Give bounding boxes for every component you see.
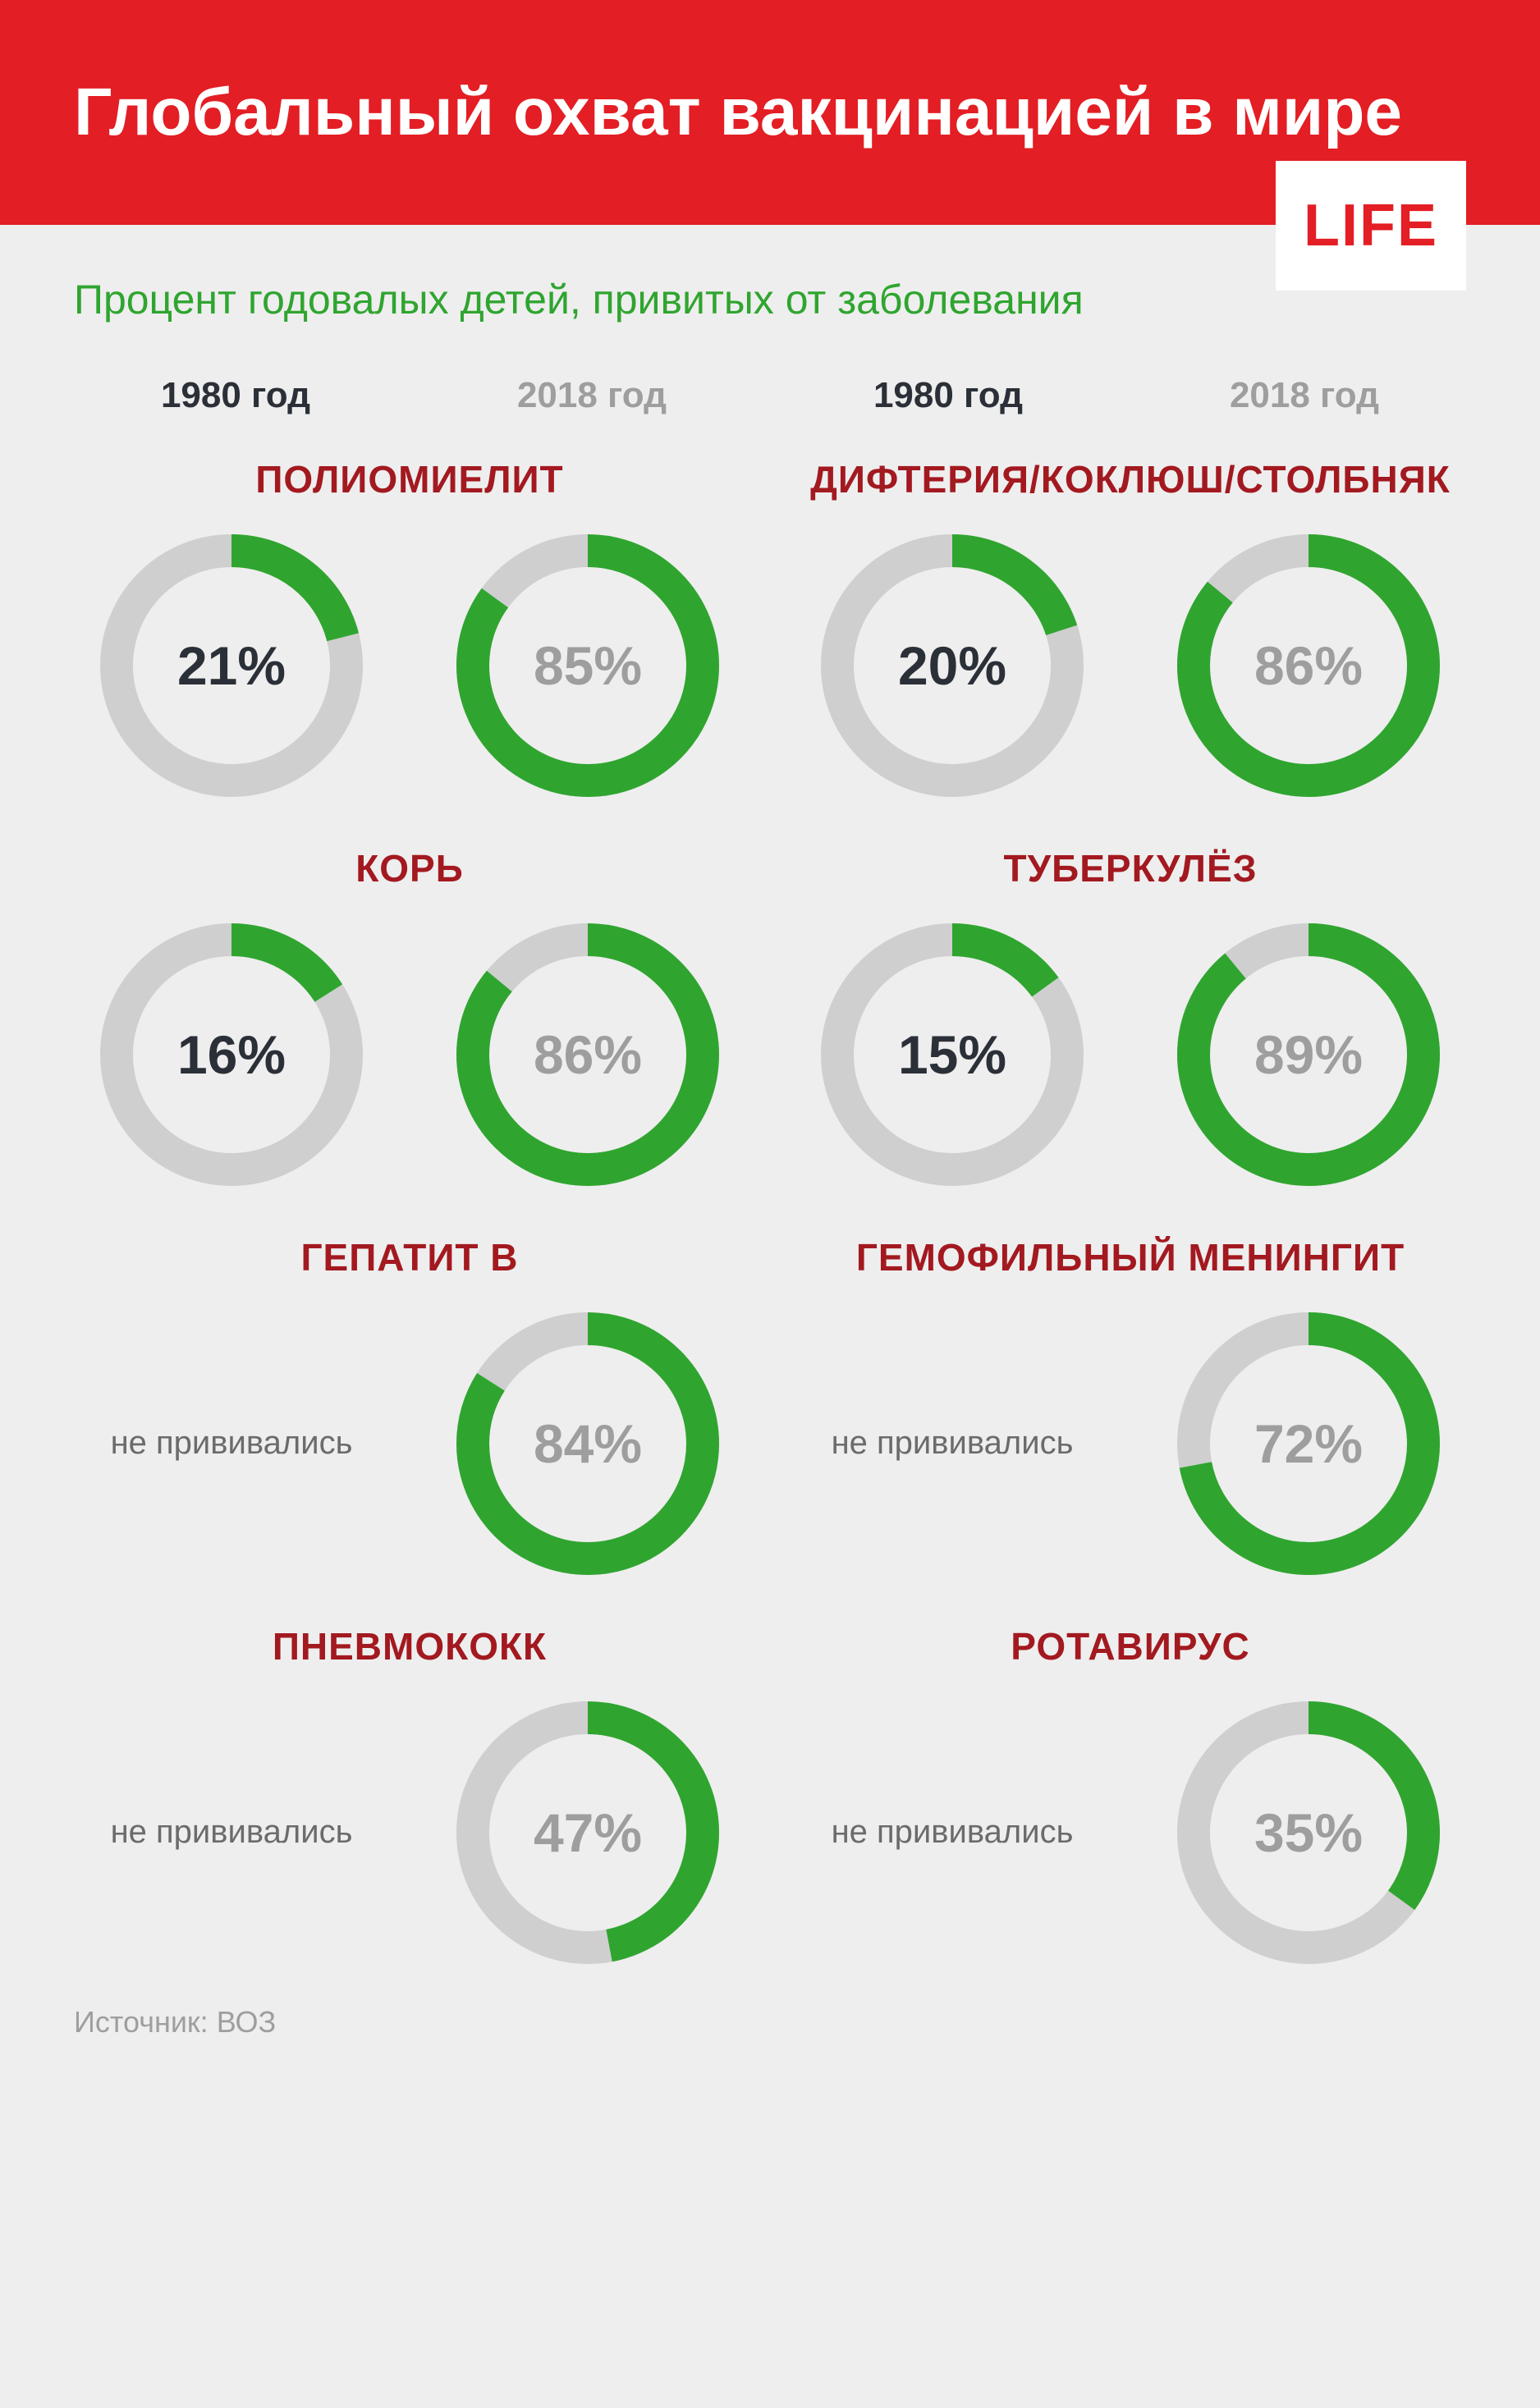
disease-name: ПОЛИОМИЕЛИТ	[255, 457, 563, 501]
donut-chart: 89%	[1177, 923, 1440, 1186]
donut-pair: не прививались 72%	[795, 1312, 1466, 1575]
disease-block: ПНЕВМОКОКК не прививались 47%	[74, 1624, 745, 1964]
donut-cell-1980: 21%	[74, 534, 389, 797]
no-vaccination-cell: не прививались	[795, 1701, 1110, 1964]
page-title: Глобальный охват вакцинацией в мире	[74, 74, 1466, 151]
no-vaccination-label: не прививались	[111, 1814, 353, 1851]
donut-cell-1980: 20%	[795, 534, 1110, 797]
source-text: Источник: ВОЗ	[74, 2005, 1466, 2039]
diseases-grid: ПОЛИОМИЕЛИТ 21% 85% ДИФТЕРИЯ/КОКЛЮШ/СТОЛ…	[74, 457, 1466, 1964]
disease-name: ДИФТЕРИЯ/КОКЛЮШ/СТОЛБНЯК	[810, 457, 1451, 501]
no-vaccination-label: не прививались	[111, 1425, 353, 1462]
disease-name: ГЕМОФИЛЬНЫЙ МЕНИНГИТ	[856, 1235, 1405, 1280]
donut-value: 86%	[534, 1023, 642, 1086]
disease-block: КОРЬ 16% 86%	[74, 846, 745, 1186]
subtitle: Процент годовалых детей, привитых от заб…	[74, 274, 1466, 326]
no-vaccination-label: не прививались	[832, 1814, 1074, 1851]
disease-block: ДИФТЕРИЯ/КОКЛЮШ/СТОЛБНЯК 20% 86%	[795, 457, 1466, 797]
donut-cell-2018: 85%	[430, 534, 745, 797]
donut-cell-2018: 86%	[1151, 534, 1466, 797]
donut-cell-2018: 47%	[430, 1701, 745, 1964]
donut-value: 35%	[1254, 1801, 1363, 1864]
donut-pair: не прививались 35%	[795, 1701, 1466, 1964]
year-label-1980-left: 1980 год	[74, 375, 397, 416]
donut-cell-1980: 15%	[795, 923, 1110, 1186]
donut-value: 84%	[534, 1412, 642, 1475]
donut-value: 89%	[1254, 1023, 1363, 1086]
no-vaccination-cell: не прививались	[795, 1312, 1110, 1575]
donut-cell-1980: 16%	[74, 923, 389, 1186]
disease-block: ГЕПАТИТ B не прививались 84%	[74, 1235, 745, 1575]
donut-chart: 84%	[456, 1312, 719, 1575]
disease-name: ТУБЕРКУЛЁЗ	[1003, 846, 1257, 890]
donut-cell-2018: 89%	[1151, 923, 1466, 1186]
donut-chart: 15%	[821, 923, 1084, 1186]
donut-chart: 21%	[100, 534, 363, 797]
donut-value: 85%	[534, 634, 642, 697]
disease-name: РОТАВИРУС	[1011, 1624, 1249, 1669]
donut-chart: 47%	[456, 1701, 719, 1964]
donut-pair: не прививались 47%	[74, 1701, 745, 1964]
donut-value: 47%	[534, 1801, 642, 1864]
donut-pair: 15% 89%	[795, 923, 1466, 1186]
donut-value: 16%	[177, 1023, 286, 1086]
donut-pair: 16% 86%	[74, 923, 745, 1186]
year-label-2018-right: 2018 год	[1143, 375, 1466, 416]
donut-cell-2018: 86%	[430, 923, 745, 1186]
donut-value: 72%	[1254, 1412, 1363, 1475]
donut-value: 15%	[898, 1023, 1006, 1086]
header: Глобальный охват вакцинацией в мире LIFE	[0, 0, 1540, 225]
year-label-1980-right: 1980 год	[786, 375, 1110, 416]
donut-pair: 21% 85%	[74, 534, 745, 797]
donut-cell-2018: 35%	[1151, 1701, 1466, 1964]
no-vaccination-cell: не прививались	[74, 1701, 389, 1964]
year-label-2018-left: 2018 год	[430, 375, 754, 416]
no-vaccination-label: не прививались	[832, 1425, 1074, 1462]
disease-block: РОТАВИРУС не прививались 35%	[795, 1624, 1466, 1964]
disease-name: КОРЬ	[355, 846, 464, 890]
donut-chart: 86%	[456, 923, 719, 1186]
disease-block: ТУБЕРКУЛЁЗ 15% 89%	[795, 846, 1466, 1186]
donut-chart: 35%	[1177, 1701, 1440, 1964]
content: Процент годовалых детей, привитых от заб…	[0, 225, 1540, 2072]
donut-pair: 20% 86%	[795, 534, 1466, 797]
life-badge: LIFE	[1276, 161, 1466, 291]
donut-chart: 16%	[100, 923, 363, 1186]
donut-value: 21%	[177, 634, 286, 697]
no-vaccination-cell: не прививались	[74, 1312, 389, 1575]
donut-chart: 72%	[1177, 1312, 1440, 1575]
donut-chart: 85%	[456, 534, 719, 797]
donut-chart: 86%	[1177, 534, 1440, 797]
donut-cell-2018: 72%	[1151, 1312, 1466, 1575]
donut-value: 20%	[898, 634, 1006, 697]
donut-chart: 20%	[821, 534, 1084, 797]
donut-cell-2018: 84%	[430, 1312, 745, 1575]
donut-value: 86%	[1254, 634, 1363, 697]
disease-block: ГЕМОФИЛЬНЫЙ МЕНИНГИТ не прививались 72%	[795, 1235, 1466, 1575]
disease-name: ГЕПАТИТ B	[300, 1235, 518, 1280]
disease-block: ПОЛИОМИЕЛИТ 21% 85%	[74, 457, 745, 797]
year-row: 1980 год 2018 год 1980 год 2018 год	[74, 375, 1466, 416]
disease-name: ПНЕВМОКОКК	[273, 1624, 547, 1669]
donut-pair: не прививались 84%	[74, 1312, 745, 1575]
